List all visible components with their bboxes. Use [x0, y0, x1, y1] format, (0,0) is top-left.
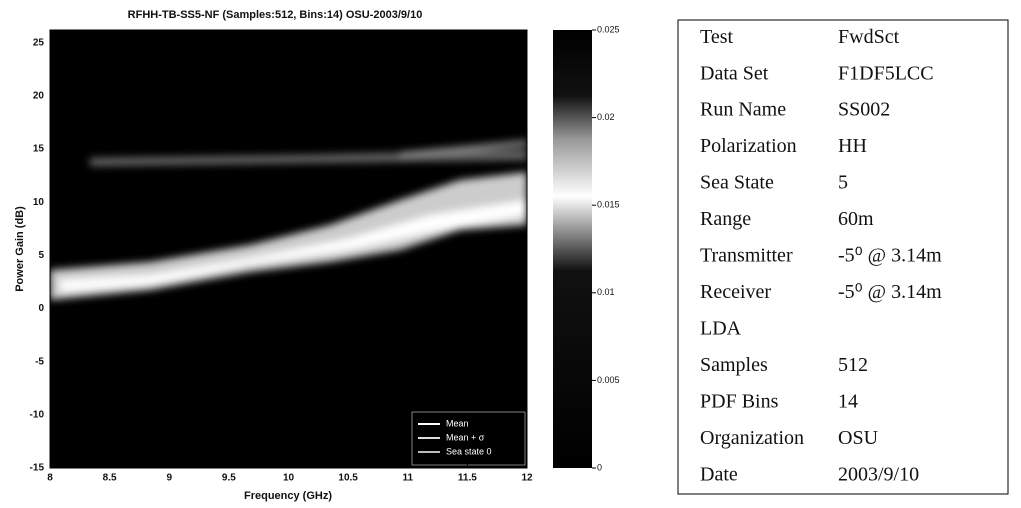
colorbar — [553, 30, 592, 468]
heatmap-texture — [50, 140, 527, 300]
table-frame — [677, 19, 1009, 495]
y-tick-label: 20 — [33, 91, 45, 102]
colorbar-tick-label: 0.01 — [597, 287, 615, 297]
table-value: -5⁰ @ 3.14m — [838, 281, 942, 303]
table-value: SS002 — [838, 99, 890, 121]
table-value: 512 — [838, 354, 868, 376]
table-value: -5⁰ @ 3.14m — [838, 245, 942, 267]
table-label: Test — [700, 26, 733, 48]
y-tick-label: -5 — [35, 356, 44, 367]
colorbar-tick-label: 0.005 — [597, 375, 620, 385]
table-label: Polarization — [700, 135, 797, 157]
y-tick-label: 25 — [33, 37, 45, 48]
x-tick-label: 12 — [521, 473, 533, 484]
legend: Mean Mean + σ Sea state 0 — [411, 411, 526, 466]
table-value: OSU — [838, 427, 879, 449]
legend-label: Mean — [446, 418, 469, 428]
table-label: PDF Bins — [700, 390, 779, 412]
table-label: Range — [700, 208, 751, 230]
table-value: FwdSct — [838, 26, 900, 48]
x-tick-label: 11.5 — [458, 473, 477, 484]
table-label: Samples — [700, 354, 768, 376]
x-tick-label: 11 — [402, 473, 413, 484]
y-tick-label: 5 — [38, 250, 44, 261]
table-label: Organization — [700, 427, 804, 449]
table-label: Transmitter — [700, 245, 793, 267]
table-value: 60m — [838, 208, 874, 230]
table-value: HH — [838, 135, 867, 157]
y-axis-label: Power Gain (dB) — [14, 206, 26, 292]
table-value: F1DF5LCC — [838, 62, 934, 84]
y-tick-label: 15 — [33, 144, 45, 155]
table-label: LDA — [700, 318, 742, 340]
y-tick-label: 10 — [33, 197, 45, 208]
chart-title: RFHH-TB-SS5-NF (Samples:512, Bins:14) OS… — [128, 9, 423, 21]
x-tick-label: 10.5 — [338, 473, 358, 484]
colorbar-tick-label: 0.015 — [597, 200, 620, 210]
x-tick-label: 10 — [283, 473, 295, 484]
y-tick-label: -10 — [30, 409, 45, 420]
colorbar-tick-label: 0.02 — [597, 112, 615, 122]
table-label: Run Name — [700, 99, 786, 121]
table-value: 5 — [838, 172, 848, 194]
x-axis-label: Frequency (GHz) — [244, 490, 332, 502]
table-value: 2003/9/10 — [838, 463, 919, 485]
y-tick-label: 0 — [38, 303, 44, 314]
table-label: Date — [700, 463, 738, 485]
table-value: 14 — [838, 390, 858, 412]
legend-label: Sea state 0 — [446, 446, 492, 456]
legend-box — [411, 411, 526, 466]
x-tick-label: 9.5 — [222, 473, 236, 484]
table-label: Receiver — [700, 281, 771, 303]
legend-label: Mean + σ — [446, 432, 485, 442]
x-tick-label: 8 — [47, 473, 53, 484]
x-tick-label: 8.5 — [103, 473, 117, 484]
y-tick-label: -15 — [30, 463, 45, 474]
x-tick-label: 9 — [166, 473, 172, 484]
table-label: Data Set — [700, 62, 769, 84]
table-label: Sea State — [700, 172, 774, 194]
colorbar-tick-label: 0.025 — [597, 24, 620, 34]
colorbar-tick-label: 0 — [597, 462, 602, 472]
